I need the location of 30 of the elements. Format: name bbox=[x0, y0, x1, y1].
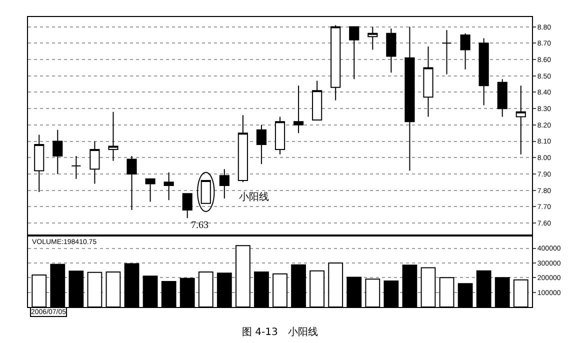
candlestick bbox=[478, 38, 489, 106]
candlestick bbox=[126, 156, 137, 210]
candlestick bbox=[368, 26, 378, 50]
candlestick bbox=[90, 140, 100, 184]
candlestick bbox=[164, 172, 174, 201]
candlestick bbox=[182, 193, 192, 219]
caption: 图 4-13 小阳线 bbox=[242, 326, 318, 338]
candlestick bbox=[293, 85, 304, 134]
candlestick bbox=[516, 85, 526, 155]
candlestick bbox=[256, 124, 267, 165]
annotation: 7.63 bbox=[191, 220, 208, 231]
candlestick bbox=[238, 114, 248, 183]
candlestick bbox=[274, 116, 286, 155]
candlestick bbox=[460, 32, 470, 70]
candlestick bbox=[423, 46, 434, 118]
candlestick bbox=[145, 178, 156, 202]
annotation: 小阳线 bbox=[239, 191, 269, 203]
candlestick bbox=[200, 180, 211, 204]
candlestick bbox=[312, 80, 322, 121]
candlestick bbox=[34, 134, 44, 192]
candlestick bbox=[330, 24, 341, 101]
candlestick bbox=[442, 30, 452, 75]
candlestick bbox=[71, 156, 82, 180]
candlestick bbox=[52, 129, 63, 174]
candlestick bbox=[386, 28, 396, 74]
candlestick bbox=[404, 26, 415, 172]
candlestick bbox=[349, 26, 360, 80]
candlestick bbox=[219, 168, 230, 200]
candlestick bbox=[108, 111, 118, 162]
candlestick bbox=[497, 78, 508, 118]
